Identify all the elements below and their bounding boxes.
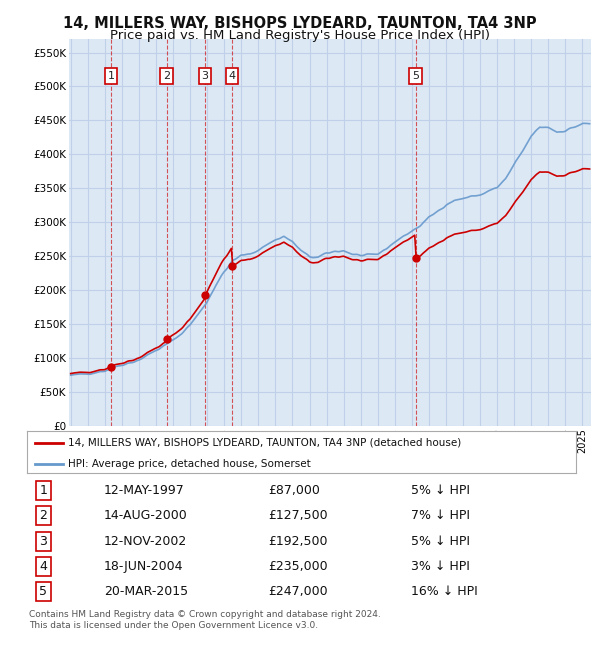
Text: 5: 5 — [40, 585, 47, 598]
Text: 7% ↓ HPI: 7% ↓ HPI — [412, 510, 470, 523]
Text: 5: 5 — [412, 71, 419, 81]
Text: 3: 3 — [40, 534, 47, 547]
Text: 4: 4 — [40, 560, 47, 573]
Text: 18-JUN-2004: 18-JUN-2004 — [104, 560, 184, 573]
Text: £87,000: £87,000 — [269, 484, 320, 497]
Text: 16% ↓ HPI: 16% ↓ HPI — [412, 585, 478, 598]
Text: £192,500: £192,500 — [269, 534, 328, 547]
Text: 2: 2 — [163, 71, 170, 81]
Text: 20-MAR-2015: 20-MAR-2015 — [104, 585, 188, 598]
Text: £235,000: £235,000 — [269, 560, 328, 573]
Text: Price paid vs. HM Land Registry's House Price Index (HPI): Price paid vs. HM Land Registry's House … — [110, 29, 490, 42]
Text: 14, MILLERS WAY, BISHOPS LYDEARD, TAUNTON, TA4 3NP: 14, MILLERS WAY, BISHOPS LYDEARD, TAUNTO… — [63, 16, 537, 31]
Text: HPI: Average price, detached house, Somerset: HPI: Average price, detached house, Some… — [68, 459, 311, 469]
Text: £127,500: £127,500 — [269, 510, 328, 523]
Text: £247,000: £247,000 — [269, 585, 328, 598]
Text: Contains HM Land Registry data © Crown copyright and database right 2024.
This d: Contains HM Land Registry data © Crown c… — [29, 610, 380, 630]
Text: 14, MILLERS WAY, BISHOPS LYDEARD, TAUNTON, TA4 3NP (detached house): 14, MILLERS WAY, BISHOPS LYDEARD, TAUNTO… — [68, 438, 461, 448]
Text: 1: 1 — [107, 71, 115, 81]
Text: 4: 4 — [229, 71, 236, 81]
Text: 12-NOV-2002: 12-NOV-2002 — [104, 534, 187, 547]
Text: 5% ↓ HPI: 5% ↓ HPI — [412, 534, 470, 547]
Text: 14-AUG-2000: 14-AUG-2000 — [104, 510, 188, 523]
Text: 2: 2 — [40, 510, 47, 523]
Text: 12-MAY-1997: 12-MAY-1997 — [104, 484, 185, 497]
Text: 5% ↓ HPI: 5% ↓ HPI — [412, 484, 470, 497]
Text: 1: 1 — [40, 484, 47, 497]
Text: 3: 3 — [202, 71, 208, 81]
Text: 3% ↓ HPI: 3% ↓ HPI — [412, 560, 470, 573]
